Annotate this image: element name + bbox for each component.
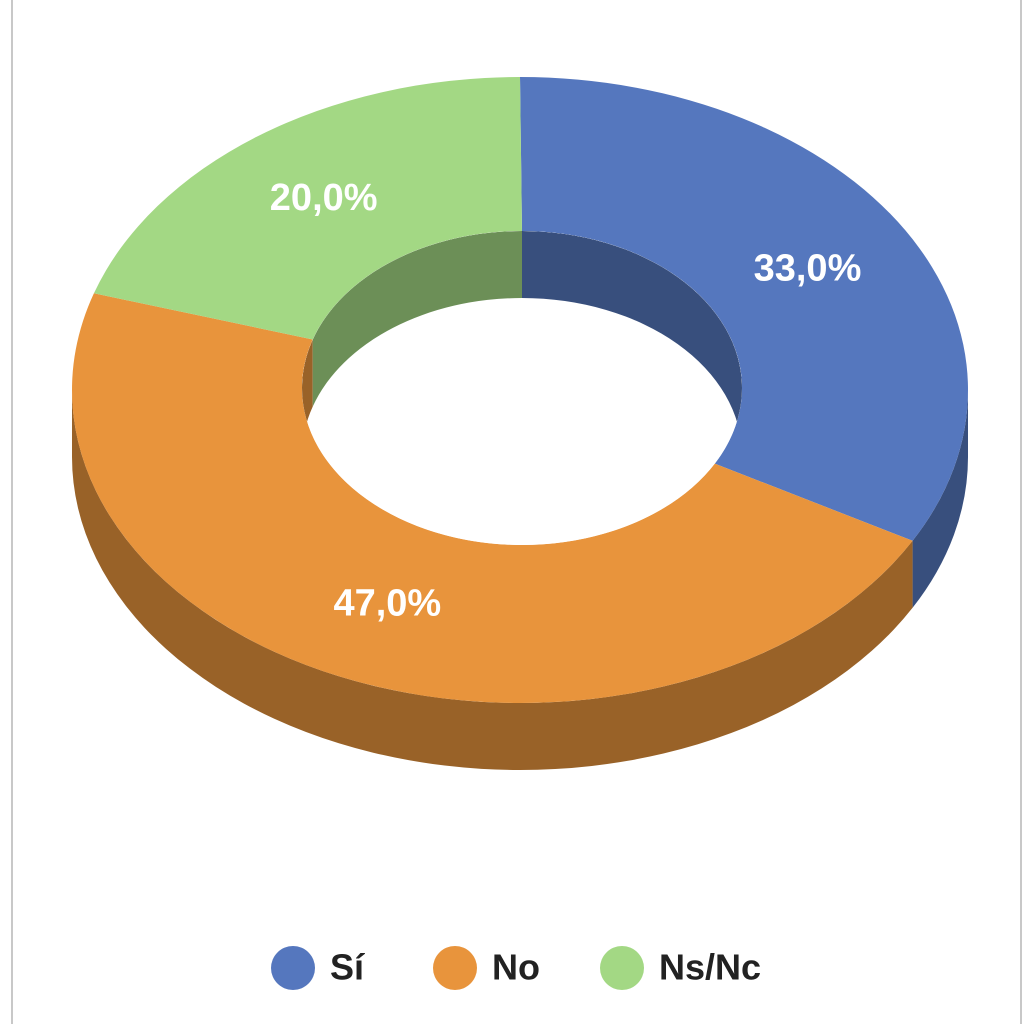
value-label: 33,0% xyxy=(754,247,862,289)
slice-inner-side xyxy=(522,231,742,455)
legend-marker xyxy=(600,946,644,990)
legend-label: Sí xyxy=(330,947,365,988)
slice-inner-side xyxy=(312,231,522,407)
legend-label: No xyxy=(492,947,540,988)
slice xyxy=(71,293,913,704)
legend-marker xyxy=(271,946,315,990)
slice xyxy=(93,77,522,340)
value-label: 20,0% xyxy=(270,177,378,219)
slice xyxy=(520,77,968,541)
legend-label: Ns/Nc xyxy=(659,947,761,988)
legend-marker xyxy=(433,946,477,990)
slice-side xyxy=(72,390,913,771)
plot: 33,0% 47,0% 20,0% xyxy=(71,77,968,771)
legend: Sí No Ns/Nc xyxy=(271,946,761,990)
value-label: 47,0% xyxy=(333,583,441,625)
slice-side xyxy=(912,390,968,608)
